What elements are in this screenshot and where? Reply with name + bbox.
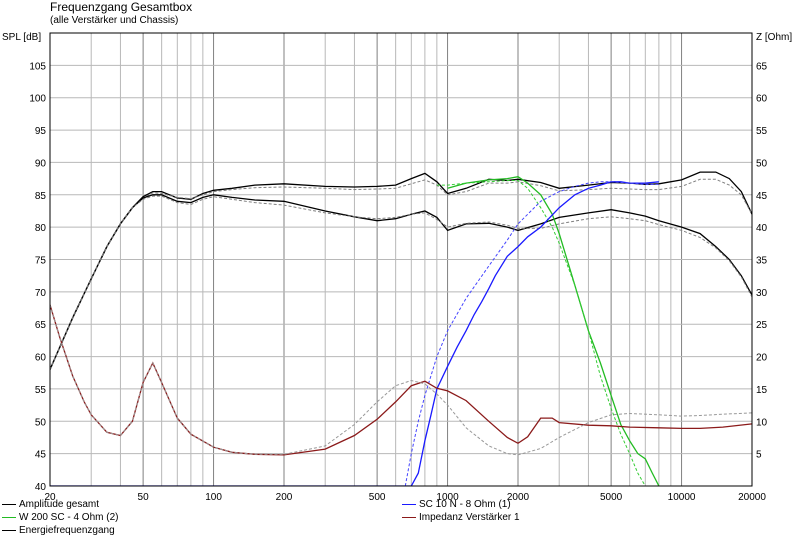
legend-item: Impedanz Verstärker 1 (402, 512, 520, 523)
y-tick-label-right: 5 (756, 450, 762, 461)
legend-swatch (2, 530, 16, 531)
y-tick-label-left: 100 (29, 94, 46, 105)
y-tick-label-right: 65 (756, 61, 768, 72)
y-tick-label-left: 80 (35, 223, 47, 234)
y-tick-label-left: 55 (35, 385, 47, 396)
chart-subtitle: (alle Verstärker und Chassis) (50, 15, 179, 26)
legend-label: Energiefrequenzgang (19, 525, 115, 536)
x-tick-label: 200 (276, 492, 293, 503)
y-tick-label-left: 75 (35, 256, 47, 267)
y-tick-label-left: 95 (35, 126, 47, 137)
legend-swatch (2, 517, 16, 518)
legend-swatch (2, 504, 16, 505)
series-line (50, 194, 752, 370)
y-tick-label-right: 15 (756, 385, 768, 396)
series-line (50, 181, 659, 486)
y-tick-label-right: 60 (756, 94, 768, 105)
legend-swatch (402, 504, 416, 505)
legend-label: Amplitude gesamt (19, 499, 100, 510)
tick-labels: 20 50 100 200 500 1000 2000 5000 10000 20000 40 45 5… (29, 61, 767, 503)
y-tick-label-right: 20 (756, 353, 768, 364)
y-tick-label-right: 55 (756, 126, 768, 137)
y-tick-label-left: 50 (35, 417, 47, 428)
x-tick-label: 10000 (668, 492, 696, 503)
y-tick-label-left: 45 (35, 450, 47, 461)
y-tick-label-left: 105 (29, 61, 46, 72)
x-tick-label: 2000 (507, 492, 530, 503)
legend-item: Amplitude gesamt (2, 499, 99, 510)
y-axis-label-left: SPL [dB] (2, 32, 42, 43)
legend-item: W 200 SC - 4 Ohm (2) (2, 512, 118, 523)
y-tick-label-right: 10 (756, 417, 768, 428)
x-tick-label: 5000 (600, 492, 623, 503)
series-line (50, 195, 752, 370)
y-tick-label-right: 30 (756, 288, 768, 299)
series-line (50, 171, 752, 370)
series-line (50, 304, 752, 456)
y-tick-label-right: 40 (756, 223, 768, 234)
series-line (50, 304, 752, 456)
series-line (436, 180, 646, 486)
legend-label: SC 10 N - 8 Ohm (1) (419, 499, 511, 510)
x-tick-label: 1000 (436, 492, 459, 503)
grid (49, 33, 753, 486)
x-tick-label: 20000 (738, 492, 766, 503)
x-tick-label: 50 (138, 492, 150, 503)
x-tick-label: 100 (205, 492, 222, 503)
y-tick-label-right: 50 (756, 158, 768, 169)
curves (50, 171, 752, 486)
y-axis-label-right: Z [Ohm] (756, 32, 793, 43)
plot-frame (49, 32, 753, 487)
x-tick-label: 20 (44, 492, 56, 503)
legend-item: Energiefrequenzgang (2, 525, 115, 536)
y-tick-label-right: 25 (756, 320, 768, 331)
y-tick-label-left: 40 (35, 482, 47, 493)
y-tick-label-left: 70 (35, 288, 47, 299)
y-tick-label-left: 60 (35, 353, 47, 364)
y-tick-label-right: 45 (756, 191, 768, 202)
legend-label: Impedanz Verstärker 1 (419, 512, 520, 523)
chart-title: Frequenzgang Gesamtbox (50, 0, 193, 14)
series-line (404, 181, 659, 486)
legend-label: W 200 SC - 4 Ohm (2) (19, 512, 119, 523)
legend-swatch (402, 517, 416, 518)
series-line (50, 178, 752, 370)
legend-item: SC 10 N - 8 Ohm (1) (402, 499, 511, 510)
y-tick-label-right: 35 (756, 256, 768, 267)
y-tick-label-left: 90 (35, 158, 47, 169)
y-tick-label-left: 65 (35, 320, 47, 331)
x-tick-label: 500 (369, 492, 386, 503)
y-tick-label-left: 85 (35, 191, 47, 202)
